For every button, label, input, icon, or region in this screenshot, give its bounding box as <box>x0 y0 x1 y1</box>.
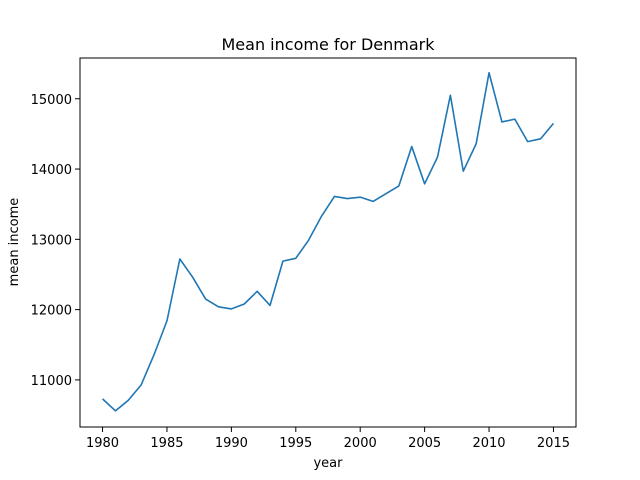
x-tick-label: 2005 <box>408 436 441 451</box>
y-tick-label: 14000 <box>31 163 72 178</box>
x-tick-label: 1980 <box>86 436 119 451</box>
x-tick-label: 1985 <box>150 436 183 451</box>
x-axis-label: year <box>313 456 343 471</box>
y-axis: 11000 12000 13000 14000 15000 <box>31 93 80 389</box>
y-tick-label: 12000 <box>31 304 72 319</box>
x-tick-label: 1990 <box>215 436 248 451</box>
series-line <box>102 71 555 412</box>
y-tick-label: 15000 <box>31 93 72 108</box>
x-axis: 1980 1985 1990 1995 2000 2005 2010 2015 <box>86 427 570 451</box>
chart-title: Mean income for Denmark <box>222 35 436 54</box>
x-tick-label: 1995 <box>279 436 312 451</box>
y-axis-label: mean income <box>7 198 22 287</box>
y-tick-label: 11000 <box>31 374 72 389</box>
plot-content <box>102 71 555 412</box>
plot-frame <box>79 57 577 428</box>
x-tick-label: 2010 <box>472 436 505 451</box>
x-tick-label: 2015 <box>537 436 570 451</box>
y-tick-label: 13000 <box>31 233 72 248</box>
x-tick-label: 2000 <box>344 436 377 451</box>
